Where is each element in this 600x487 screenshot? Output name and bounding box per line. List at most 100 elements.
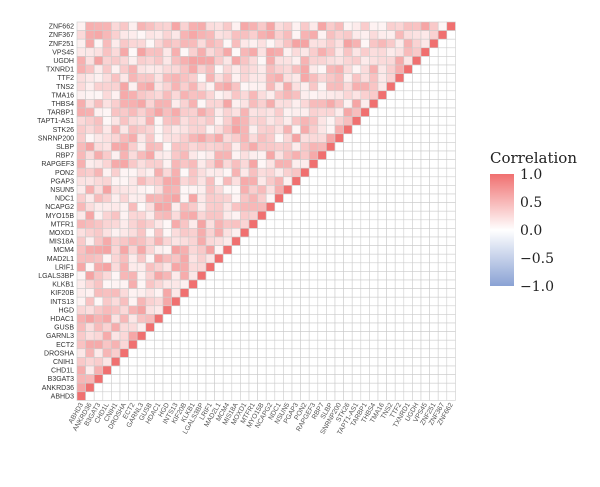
heatmap-cell [257, 142, 267, 152]
heatmap-cell [162, 159, 172, 169]
heatmap-cell [343, 142, 353, 152]
heatmap-cell [386, 47, 396, 57]
heatmap-cell [128, 262, 138, 272]
heatmap-cell [171, 193, 181, 203]
heatmap-cell [93, 305, 104, 315]
heatmap-cell [265, 348, 276, 358]
heatmap-cell [377, 73, 387, 83]
heatmap-cell [351, 90, 362, 100]
heatmap-cell [145, 159, 155, 169]
heatmap-cell [300, 47, 310, 57]
y-tick-label: CHD1L [51, 368, 74, 375]
heatmap-cell [154, 56, 164, 66]
heatmap-cell [291, 116, 301, 126]
heatmap-cell [265, 279, 276, 289]
heatmap-cell [248, 21, 258, 31]
heatmap-cell [231, 73, 241, 83]
heatmap-cell [231, 124, 241, 135]
heatmap-cell [102, 99, 112, 109]
heatmap-cell [394, 167, 405, 178]
heatmap-cell [420, 150, 430, 160]
y-tick-label: KLKB1 [52, 282, 74, 289]
heatmap-cell [257, 30, 267, 40]
heatmap-cell [231, 185, 241, 195]
heatmap-cell [76, 374, 86, 384]
heatmap-cell [111, 357, 121, 367]
heatmap-cell [188, 253, 198, 264]
heatmap-cell [403, 382, 413, 393]
heatmap-cell [240, 296, 250, 307]
heatmap-cell [222, 167, 233, 178]
heatmap-cell [403, 193, 413, 203]
heatmap-cell [154, 202, 164, 212]
heatmap-cell [334, 296, 344, 307]
heatmap-cell [222, 90, 233, 100]
heatmap-cell [317, 382, 327, 393]
heatmap-cell [386, 38, 396, 49]
heatmap-cell [377, 262, 387, 272]
heatmap-cell [197, 228, 207, 238]
heatmap-cell [179, 374, 190, 384]
y-tick-label: NCAPG2 [45, 204, 74, 211]
y-tick-label: TTF2 [57, 75, 74, 82]
heatmap-cell [300, 382, 310, 393]
heatmap-cell [205, 56, 215, 66]
heatmap-cell [274, 90, 284, 100]
legend-tick-label: −0.5 [520, 251, 554, 267]
heatmap-cell [334, 210, 344, 221]
heatmap-cell [351, 236, 362, 246]
heatmap-cell [291, 331, 301, 341]
heatmap-cell [308, 331, 319, 341]
heatmap-cell [162, 150, 172, 160]
heatmap-cell [334, 116, 344, 126]
heatmap-cell [171, 322, 181, 332]
heatmap-cell [429, 339, 439, 350]
heatmap-cell [76, 124, 86, 135]
heatmap-cell [429, 271, 439, 281]
heatmap-cell [308, 56, 319, 66]
heatmap-cell [93, 202, 104, 212]
heatmap-cell [214, 185, 224, 195]
heatmap-cell [265, 185, 276, 195]
heatmap-cell [283, 262, 293, 272]
heatmap-cell [300, 296, 310, 307]
heatmap-cell [76, 322, 86, 332]
heatmap-cell [369, 56, 379, 66]
heatmap-cell [274, 279, 284, 289]
heatmap-cell [93, 133, 104, 143]
heatmap-cell [360, 81, 370, 92]
heatmap-cell [317, 339, 327, 350]
heatmap-cell [291, 391, 301, 401]
heatmap-cell [343, 382, 353, 393]
heatmap-cell [85, 314, 95, 324]
heatmap-cell [93, 159, 104, 169]
heatmap-cell [102, 202, 112, 212]
heatmap-cell [248, 305, 258, 315]
heatmap-cell [119, 193, 129, 203]
heatmap-cell [420, 339, 430, 350]
heatmap-cell [394, 279, 405, 289]
heatmap-cell [205, 81, 215, 92]
heatmap-cell [136, 38, 147, 49]
heatmap-cell [386, 90, 396, 100]
heatmap-cell [257, 391, 267, 401]
heatmap-cell [274, 348, 284, 358]
heatmap-cell [222, 116, 233, 126]
heatmap-cell [162, 133, 172, 143]
heatmap-cell [429, 56, 439, 66]
heatmap-cell [317, 314, 327, 324]
heatmap-cell [377, 219, 387, 229]
heatmap-cell [377, 228, 387, 238]
heatmap-cell [326, 296, 336, 307]
heatmap-cell [429, 64, 439, 74]
heatmap-cell [386, 245, 396, 255]
heatmap-cell [300, 99, 310, 109]
heatmap-cell [145, 279, 155, 289]
heatmap-cell [394, 253, 405, 264]
heatmap-cell [317, 374, 327, 384]
heatmap-cell [197, 116, 207, 126]
heatmap-cell [300, 142, 310, 152]
heatmap-cell [179, 38, 190, 49]
heatmap-cell [420, 142, 430, 152]
heatmap-cell [85, 176, 95, 186]
